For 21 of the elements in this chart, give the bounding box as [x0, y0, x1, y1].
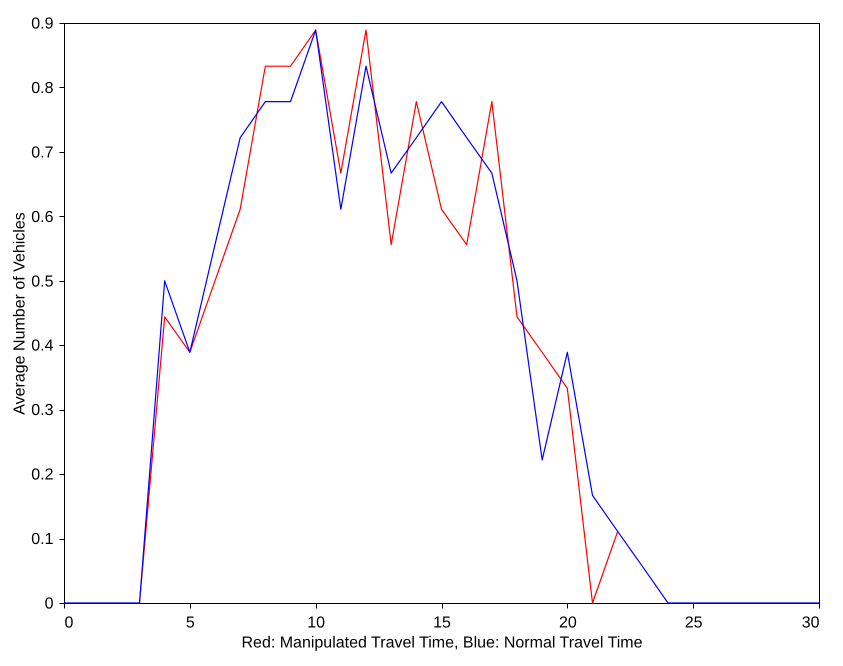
x-tick-label: 20 — [558, 614, 577, 632]
x-axis-title: Red: Manipulated Travel Time, Blue: Normal Travel Time — [241, 634, 643, 652]
x-tick-label: 5 — [186, 614, 195, 632]
line-series — [63, 29, 820, 604]
x-tick-label: 25 — [684, 614, 703, 632]
y-axis-title: Average Number of Vehicles — [11, 212, 28, 415]
y-tick-label: 0 — [44, 596, 54, 612]
x-tick-label: 15 — [433, 614, 451, 632]
y-tick-label: 0.2 — [31, 466, 54, 484]
line-series — [138, 29, 618, 604]
x-tick-label: 30 — [802, 614, 820, 632]
y-tick-label: 0.1 — [31, 531, 54, 548]
y-tick-label: 0.8 — [31, 80, 54, 97]
x-tick-label: 0 — [64, 614, 74, 632]
y-tick-label: 0.4 — [31, 338, 54, 355]
y-tick-label: 0.9 — [31, 16, 54, 32]
x-tick-label: 10 — [307, 614, 326, 632]
y-tick-label: 0.5 — [31, 273, 54, 290]
y-tick-label: 0.6 — [31, 208, 54, 226]
y-tick-label: 0.7 — [31, 144, 54, 162]
y-tick-label: 0.3 — [31, 402, 54, 420]
